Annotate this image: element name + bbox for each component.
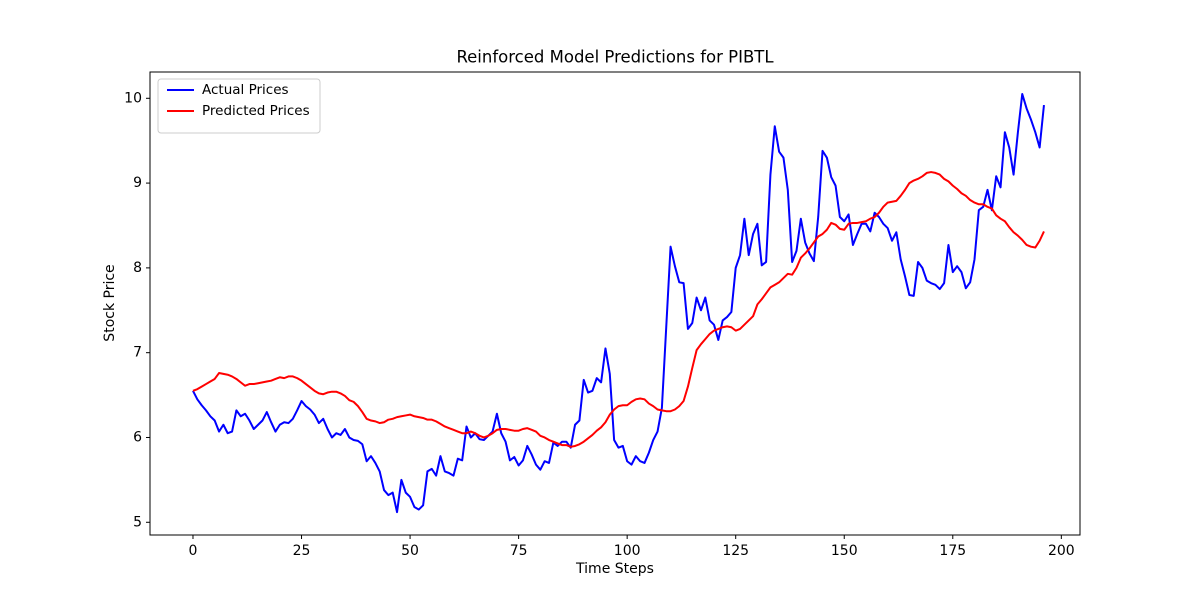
legend-box [157, 78, 321, 134]
x-tick-label: 175 [939, 543, 966, 559]
y-tick-label: 10 [124, 90, 142, 106]
legend-label: Predicted Prices [202, 103, 310, 119]
legend-label: Actual Prices [202, 82, 289, 98]
x-tick-label: 150 [831, 543, 858, 559]
plot-frame [149, 71, 1081, 536]
y-tick-label: 8 [133, 260, 142, 276]
data-line [192, 93, 1045, 514]
x-axis-label: Time Steps [575, 561, 654, 577]
y-tick-label: 6 [133, 429, 142, 445]
chart-title: Reinforced Model Predictions for PIBTL [456, 48, 774, 67]
x-tick-label: 25 [293, 543, 311, 559]
y-tick-label: 9 [133, 175, 142, 191]
x-tick-label: 125 [722, 543, 749, 559]
x-tick-label: 0 [189, 543, 198, 559]
y-tick-label: 5 [133, 514, 142, 530]
x-tick-label: 75 [510, 543, 528, 559]
x-tick-label: 50 [401, 543, 419, 559]
y-tick-label: 7 [133, 345, 142, 361]
y-axis-label: Stock Price [102, 264, 118, 341]
x-tick-label: 200 [1048, 543, 1075, 559]
x-tick-label: 100 [614, 543, 641, 559]
data-line [192, 171, 1045, 448]
